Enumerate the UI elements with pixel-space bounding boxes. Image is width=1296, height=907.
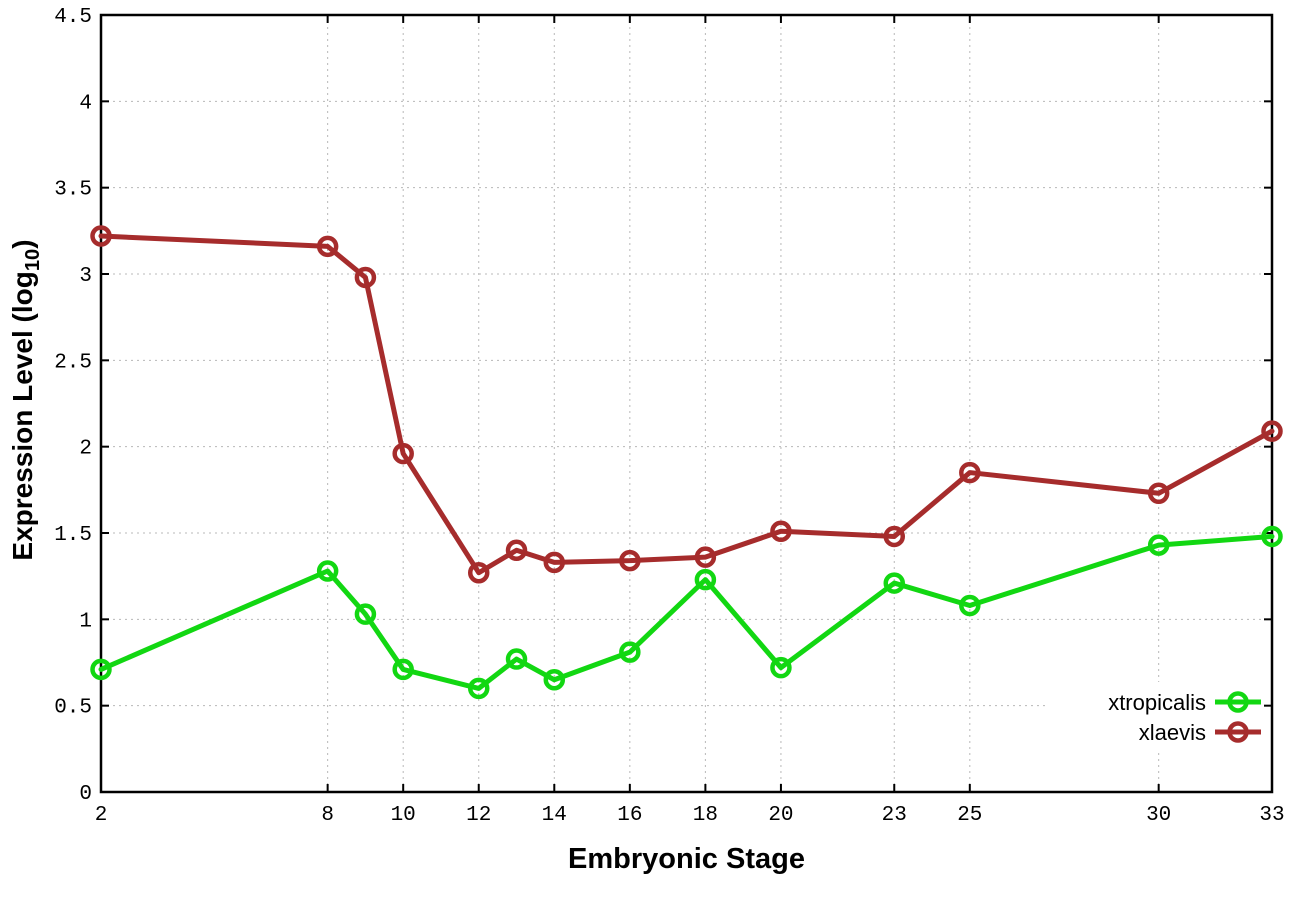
- y-axis-title-text: Expression Level (log: [7, 271, 39, 561]
- x-axis-title: Embryonic Stage: [568, 843, 805, 875]
- y-axis-title: Expression Level (log10): [7, 239, 45, 560]
- legend-label-xlaevis: xlaevis: [1139, 720, 1206, 745]
- y-tick-label: 3: [79, 265, 92, 288]
- series-xlaevis-marker: [1261, 420, 1283, 442]
- y-tick-label: 1: [79, 610, 92, 633]
- y-tick-label: 2: [79, 438, 92, 461]
- series-xtropicalis-line: [98, 533, 1275, 691]
- series-xtropicalis-marker: [505, 648, 528, 670]
- y-axis-title-close: ): [7, 239, 39, 249]
- series-xlaevis-marker: [959, 461, 981, 484]
- x-tick-label: 12: [466, 804, 491, 827]
- series-xlaevis-marker: [392, 442, 414, 465]
- series-xtropicalis-marker: [694, 568, 717, 591]
- x-tick-label: 8: [321, 804, 334, 827]
- series-xtropicalis-marker: [1147, 534, 1170, 556]
- y-tick-label: 0: [79, 783, 92, 806]
- x-tick-label: 10: [391, 804, 416, 827]
- series-xlaevis-marker: [354, 266, 377, 289]
- series-xlaevis-marker: [883, 525, 906, 548]
- y-tick-label: 1.5: [54, 524, 92, 547]
- legend-label-xtropicalis: xtropicalis: [1108, 690, 1206, 715]
- series-xlaevis-marker: [90, 225, 112, 247]
- series-xlaevis-marker: [543, 551, 566, 574]
- x-tick-label: 2: [95, 804, 108, 827]
- x-tick-label: 16: [617, 804, 642, 827]
- series-xtropicalis-marker: [883, 572, 906, 594]
- y-tick-label: 3.5: [54, 179, 92, 202]
- x-tick-label: 25: [957, 804, 982, 827]
- series-xtropicalis-marker: [90, 658, 112, 681]
- y-tick-label: 2.5: [54, 351, 92, 374]
- series-xtropicalis-marker: [543, 669, 566, 691]
- y-axis-title-subscript: 10: [21, 248, 44, 272]
- series-xtropicalis-marker: [316, 560, 339, 582]
- series-xlaevis-marker: [694, 546, 717, 568]
- series-xlaevis-marker: [316, 235, 339, 258]
- series-xtropicalis-marker: [770, 656, 792, 679]
- series-xlaevis-marker: [1147, 482, 1170, 505]
- legend-sample-marker-xtropicalis: [1227, 691, 1249, 713]
- y-tick-label: 4: [79, 92, 92, 115]
- legend-box: [1048, 682, 1262, 750]
- series-xtropicalis-marker: [467, 677, 490, 700]
- series-xlaevis-marker: [619, 549, 641, 572]
- y-tick-label: 4.5: [54, 6, 92, 29]
- series-xtropicalis-marker: [1261, 525, 1283, 548]
- legend-sample-marker-xlaevis: [1227, 721, 1249, 743]
- x-tick-label: 14: [542, 804, 567, 827]
- series-xlaevis-marker: [467, 561, 490, 584]
- y-tick-label: 0.5: [54, 697, 92, 720]
- x-tick-label: 33: [1259, 804, 1284, 827]
- x-tick-label: 23: [882, 804, 907, 827]
- series-xtropicalis-marker: [354, 603, 377, 625]
- series-xlaevis-marker: [770, 520, 792, 543]
- x-tick-label: 30: [1146, 804, 1171, 827]
- series-xtropicalis-marker: [619, 641, 641, 663]
- series-xlaevis-line: [98, 233, 1275, 576]
- series-xlaevis-marker: [505, 539, 528, 562]
- plot-border: [99, 13, 1274, 794]
- series-xtropicalis-marker: [392, 658, 414, 681]
- x-tick-label: 18: [693, 804, 718, 827]
- series-xtropicalis-marker: [959, 594, 981, 617]
- x-tick-label: 20: [768, 804, 793, 827]
